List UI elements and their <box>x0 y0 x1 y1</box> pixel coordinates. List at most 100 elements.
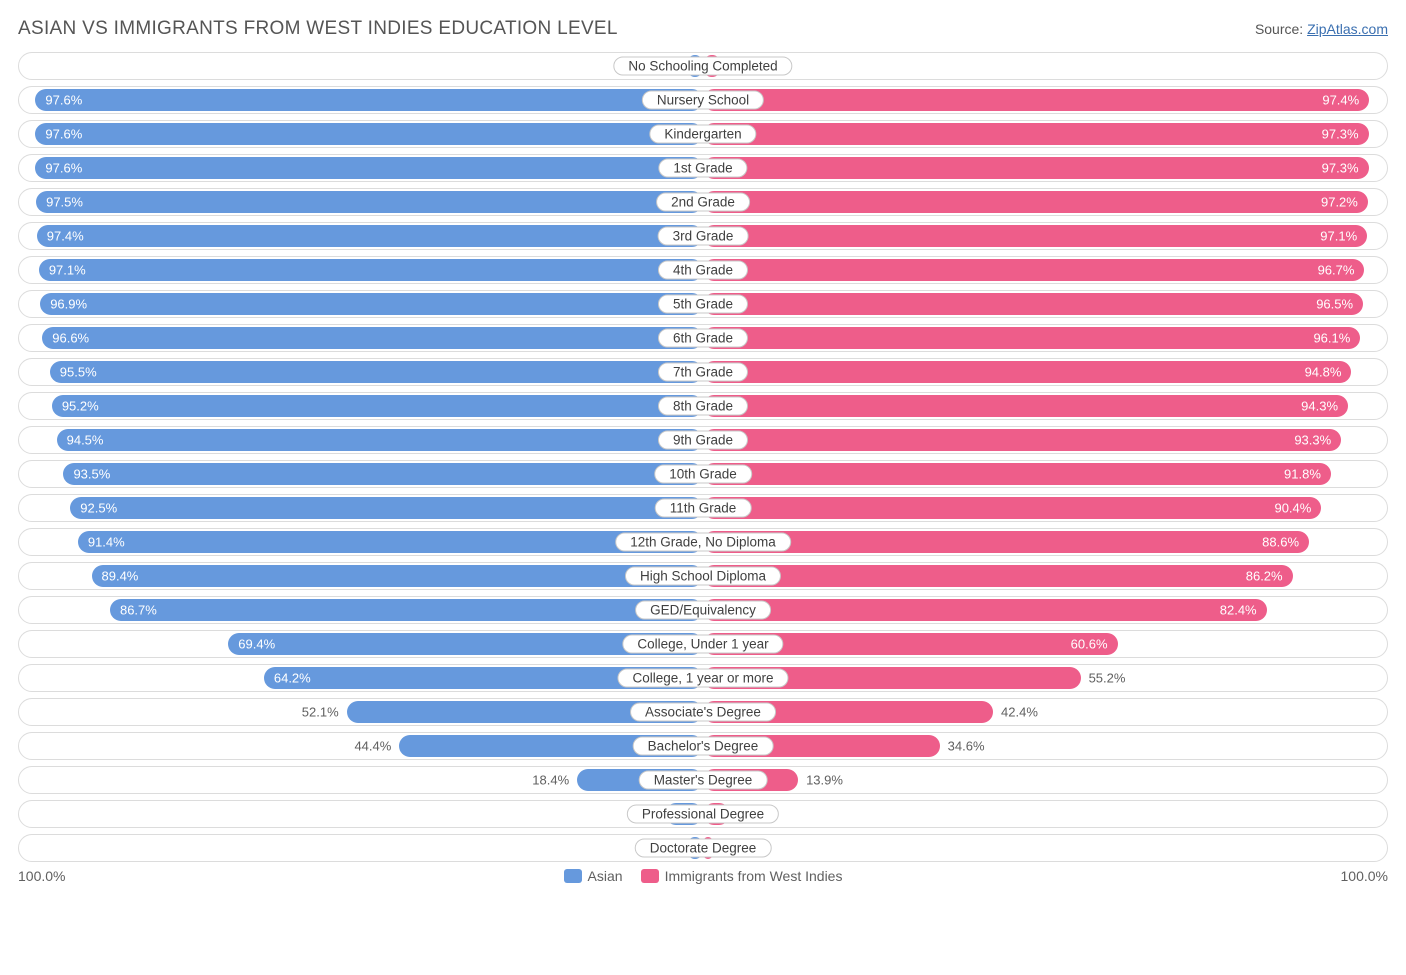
value-right: 94.8% <box>1305 365 1342 380</box>
category-label: Bachelor's Degree <box>633 737 774 756</box>
chart-row: 2.4%2.7%No Schooling Completed <box>18 52 1388 80</box>
category-label: 2nd Grade <box>656 193 750 212</box>
value-left: 69.4% <box>238 637 275 652</box>
category-label: College, 1 year or more <box>617 669 788 688</box>
category-label: Kindergarten <box>649 125 756 144</box>
value-left: 97.6% <box>45 127 82 142</box>
bar-right <box>703 191 1368 213</box>
category-label: 12th Grade, No Diploma <box>615 533 791 552</box>
chart-row: 96.6%96.1%6th Grade <box>18 324 1388 352</box>
bar-right <box>703 565 1293 587</box>
bar-right <box>703 497 1321 519</box>
category-label: 6th Grade <box>658 329 748 348</box>
value-left: 97.6% <box>45 93 82 108</box>
value-right: 96.1% <box>1313 331 1350 346</box>
legend-swatch-asian <box>564 869 582 883</box>
value-left: 91.4% <box>88 535 125 550</box>
value-right: 96.5% <box>1316 297 1353 312</box>
bar-left <box>35 89 703 111</box>
chart-row: 91.4% 88.6% 12th Grade, No Diploma <box>18 528 1388 556</box>
bar-left <box>42 327 703 349</box>
value-left: 95.5% <box>60 365 97 380</box>
bar-left <box>70 497 703 519</box>
chart-row: 93.5%91.8%10th Grade <box>18 460 1388 488</box>
category-label: Professional Degree <box>627 805 779 824</box>
value-left: 94.5% <box>67 433 104 448</box>
value-right: 42.4% <box>1001 705 1038 720</box>
chart-footer: 100.0% Asian Immigrants from West Indies… <box>18 868 1388 884</box>
bar-left <box>35 123 703 145</box>
chart-row: 97.6% 97.3% Kindergarten <box>18 120 1388 148</box>
chart-row: 97.6% 97.4% Nursery School <box>18 86 1388 114</box>
bar-left <box>39 259 703 281</box>
category-label: 9th Grade <box>658 431 748 450</box>
chart-row: 86.7%82.4%GED/Equivalency <box>18 596 1388 624</box>
legend: Asian Immigrants from West Indies <box>65 868 1340 884</box>
category-label: No Schooling Completed <box>613 57 792 76</box>
value-right: 93.3% <box>1294 433 1331 448</box>
bar-right <box>703 157 1369 179</box>
category-label: Nursery School <box>642 91 764 110</box>
chart-row: 69.4%60.6%College, Under 1 year <box>18 630 1388 658</box>
bar-right <box>703 293 1363 315</box>
chart-row: 64.2%55.2%College, 1 year or more <box>18 664 1388 692</box>
value-right: 13.9% <box>806 773 843 788</box>
source-label: Source: <box>1255 21 1307 37</box>
chart-row: 97.4%97.1%3rd Grade <box>18 222 1388 250</box>
bar-right <box>703 429 1341 451</box>
category-label: Associate's Degree <box>630 703 776 722</box>
value-left: 92.5% <box>80 501 117 516</box>
bar-right <box>703 327 1360 349</box>
source-link[interactable]: ZipAtlas.com <box>1307 21 1388 37</box>
legend-label-asian: Asian <box>588 868 623 884</box>
bar-left <box>40 293 703 315</box>
value-left: 97.6% <box>45 161 82 176</box>
chart-row: 96.9%96.5%5th Grade <box>18 290 1388 318</box>
category-label: Doctorate Degree <box>635 839 772 858</box>
value-right: 91.8% <box>1284 467 1321 482</box>
chart-row: 2.4%1.5%Doctorate Degree <box>18 834 1388 862</box>
chart-row: 97.6%97.3%1st Grade <box>18 154 1388 182</box>
category-label: 7th Grade <box>658 363 748 382</box>
value-left: 97.5% <box>46 195 83 210</box>
value-right: 94.3% <box>1301 399 1338 414</box>
category-label: 3rd Grade <box>658 227 749 246</box>
category-label: 8th Grade <box>658 397 748 416</box>
axis-max-right: 100.0% <box>1341 868 1388 884</box>
category-label: 11th Grade <box>655 499 752 518</box>
chart-row: 44.4%34.6%Bachelor's Degree <box>18 732 1388 760</box>
value-left: 97.1% <box>49 263 86 278</box>
category-label: 4th Grade <box>658 261 748 280</box>
value-left: 86.7% <box>120 603 157 618</box>
value-left: 96.9% <box>50 297 87 312</box>
value-right: 97.4% <box>1322 93 1359 108</box>
bar-left <box>110 599 703 621</box>
chart-row: 95.5% 94.8% 7th Grade <box>18 358 1388 386</box>
value-right: 88.6% <box>1262 535 1299 550</box>
value-left: 95.2% <box>62 399 99 414</box>
bar-left <box>52 395 703 417</box>
axis-max-left: 100.0% <box>18 868 65 884</box>
bar-right <box>703 599 1267 621</box>
chart-row: 89.4%86.2%High School Diploma <box>18 562 1388 590</box>
category-label: Master's Degree <box>639 771 768 790</box>
legend-swatch-west-indies <box>641 869 659 883</box>
chart-row: 97.5% 97.2% 2nd Grade <box>18 188 1388 216</box>
value-left: 97.4% <box>47 229 84 244</box>
value-right: 97.2% <box>1321 195 1358 210</box>
chart-row: 52.1%42.4%Associate's Degree <box>18 698 1388 726</box>
bar-left <box>78 531 703 553</box>
value-right: 97.3% <box>1322 127 1359 142</box>
legend-item-west-indies: Immigrants from West Indies <box>641 868 843 884</box>
chart-row: 94.5% 93.3% 9th Grade <box>18 426 1388 454</box>
bar-right <box>703 123 1369 145</box>
chart-row: 5.5%4.0%Professional Degree <box>18 800 1388 828</box>
value-right: 60.6% <box>1071 637 1108 652</box>
legend-label-west-indies: Immigrants from West Indies <box>665 868 843 884</box>
category-label: GED/Equivalency <box>635 601 771 620</box>
category-label: High School Diploma <box>625 567 781 586</box>
value-left: 89.4% <box>102 569 139 584</box>
value-right: 96.7% <box>1318 263 1355 278</box>
bar-left <box>92 565 703 587</box>
value-left: 44.4% <box>354 739 391 754</box>
